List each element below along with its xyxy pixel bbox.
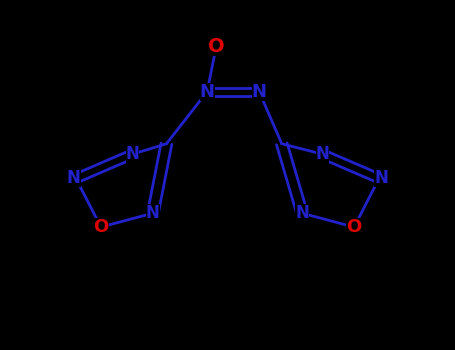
Text: N: N <box>315 145 329 163</box>
Text: O: O <box>93 218 108 236</box>
Text: N: N <box>146 204 160 222</box>
Text: N: N <box>252 83 267 101</box>
Text: N: N <box>295 204 309 222</box>
Text: N: N <box>374 169 388 188</box>
Text: O: O <box>208 37 224 56</box>
Text: N: N <box>200 83 215 101</box>
Text: O: O <box>347 218 362 236</box>
Text: N: N <box>67 169 81 188</box>
Text: N: N <box>126 145 140 163</box>
